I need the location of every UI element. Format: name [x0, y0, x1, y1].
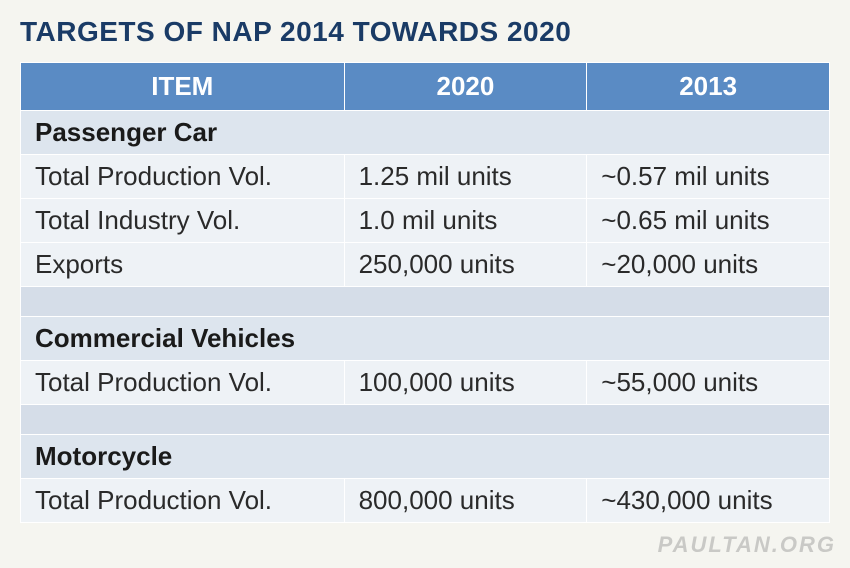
cell-y2013: ~430,000 units [587, 479, 830, 523]
cell-label: Total Industry Vol. [21, 199, 345, 243]
cell-label: Exports [21, 243, 345, 287]
cell-y2013: ~0.57 mil units [587, 155, 830, 199]
column-header-item: ITEM [21, 63, 345, 111]
spacer-row [21, 405, 830, 435]
section-heading: Commercial Vehicles [21, 317, 830, 361]
spacer-cell [21, 287, 830, 317]
table-row: Total Production Vol.100,000 units~55,00… [21, 361, 830, 405]
section-heading-row: Passenger Car [21, 111, 830, 155]
cell-label: Total Production Vol. [21, 361, 345, 405]
cell-y2020: 1.25 mil units [344, 155, 587, 199]
table-row: Total Production Vol.800,000 units~430,0… [21, 479, 830, 523]
cell-label: Total Production Vol. [21, 155, 345, 199]
table-row: Exports250,000 units~20,000 units [21, 243, 830, 287]
page-title: TARGETS OF NAP 2014 TOWARDS 2020 [20, 16, 830, 48]
table-header-row: ITEM 2020 2013 [21, 63, 830, 111]
watermark: PAULTAN.ORG [658, 532, 836, 558]
cell-y2020: 1.0 mil units [344, 199, 587, 243]
cell-y2020: 800,000 units [344, 479, 587, 523]
spacer-cell [21, 405, 830, 435]
spacer-row [21, 287, 830, 317]
cell-y2020: 250,000 units [344, 243, 587, 287]
cell-y2013: ~20,000 units [587, 243, 830, 287]
cell-y2013: ~0.65 mil units [587, 199, 830, 243]
table-body: Passenger CarTotal Production Vol.1.25 m… [21, 111, 830, 523]
section-heading: Passenger Car [21, 111, 830, 155]
section-heading: Motorcycle [21, 435, 830, 479]
section-heading-row: Commercial Vehicles [21, 317, 830, 361]
cell-label: Total Production Vol. [21, 479, 345, 523]
table-row: Total Production Vol.1.25 mil units~0.57… [21, 155, 830, 199]
column-header-2020: 2020 [344, 63, 587, 111]
cell-y2020: 100,000 units [344, 361, 587, 405]
table-row: Total Industry Vol.1.0 mil units~0.65 mi… [21, 199, 830, 243]
section-heading-row: Motorcycle [21, 435, 830, 479]
targets-table: ITEM 2020 2013 Passenger CarTotal Produc… [20, 62, 830, 523]
column-header-2013: 2013 [587, 63, 830, 111]
cell-y2013: ~55,000 units [587, 361, 830, 405]
